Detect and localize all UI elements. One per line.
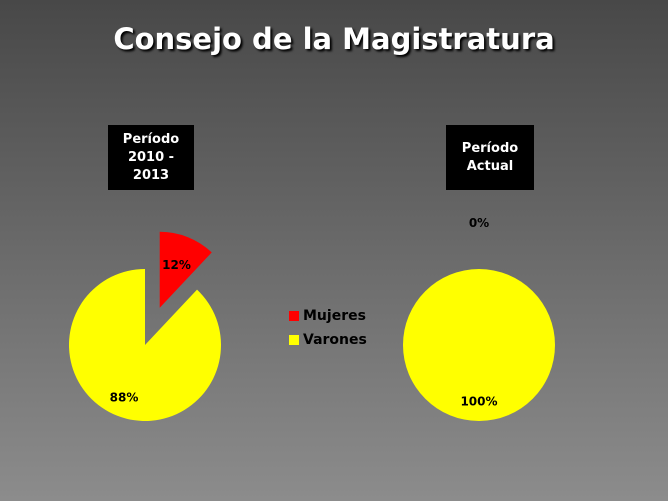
chart-title: Período Actual xyxy=(446,125,534,190)
legend-swatch xyxy=(289,335,299,345)
chart-title: Período 2010 - 2013 xyxy=(108,125,194,190)
legend-swatch xyxy=(289,311,299,321)
slide-title: Consejo de la Magistratura xyxy=(113,22,555,56)
data-label: 88% xyxy=(110,390,139,404)
pie-slice xyxy=(69,269,221,421)
data-label: 12% xyxy=(162,258,191,272)
pie-slice xyxy=(159,231,212,308)
data-label: 100% xyxy=(460,395,497,409)
legend-label: Mujeres xyxy=(303,308,366,324)
pie-slice xyxy=(403,269,555,421)
data-label: 0% xyxy=(469,216,489,230)
legend-label: Varones xyxy=(303,332,367,348)
